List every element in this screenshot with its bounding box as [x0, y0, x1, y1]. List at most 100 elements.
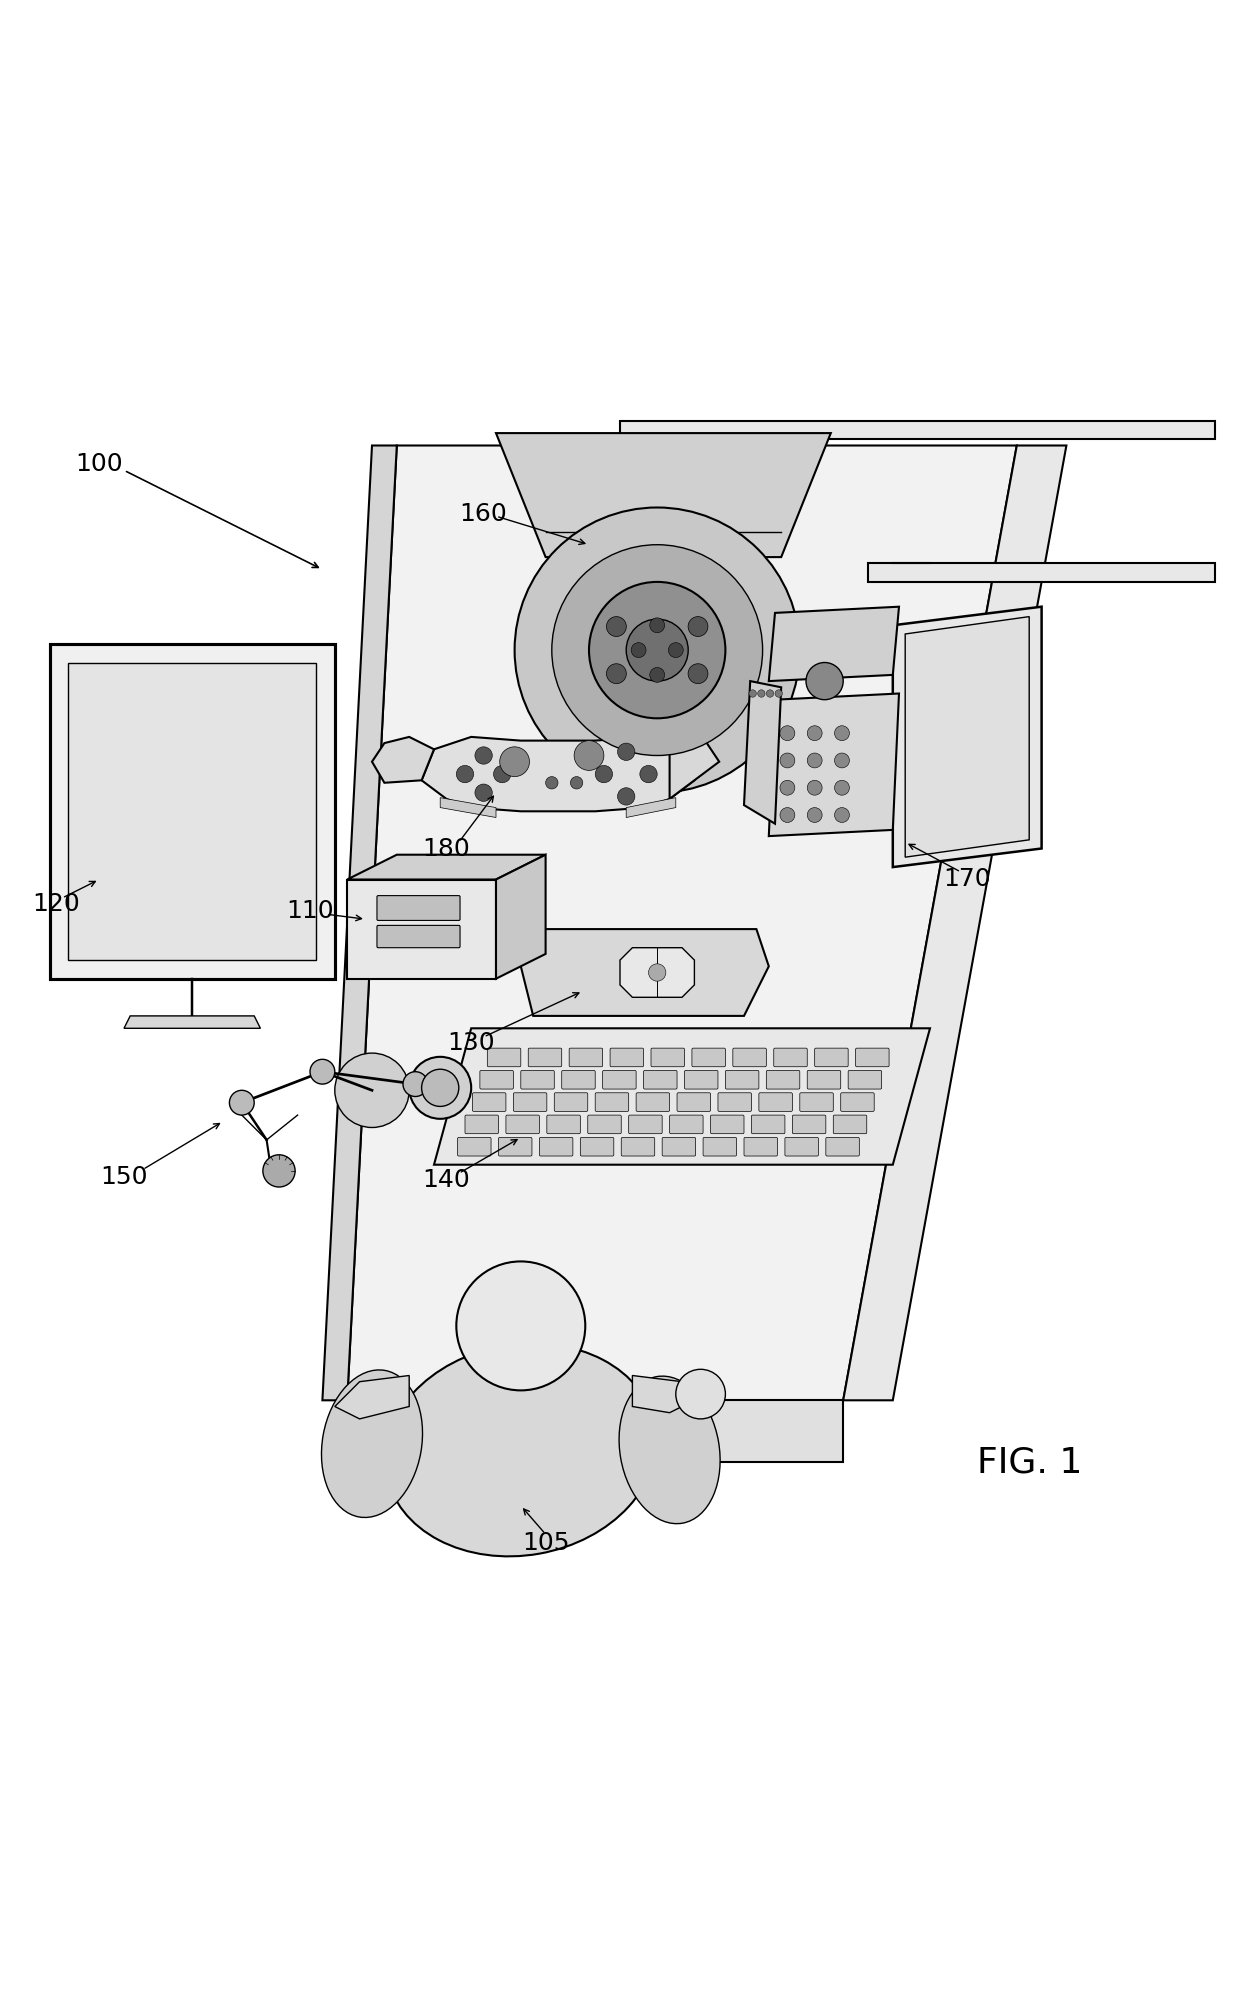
FancyBboxPatch shape	[472, 1092, 506, 1112]
Polygon shape	[769, 694, 899, 837]
Circle shape	[409, 1058, 471, 1118]
Polygon shape	[905, 616, 1029, 857]
FancyBboxPatch shape	[725, 1070, 759, 1090]
Polygon shape	[124, 1016, 260, 1028]
FancyBboxPatch shape	[807, 1070, 841, 1090]
Circle shape	[807, 807, 822, 823]
FancyBboxPatch shape	[759, 1092, 792, 1112]
Polygon shape	[843, 446, 1066, 1401]
Text: 100: 100	[76, 452, 123, 476]
Polygon shape	[670, 737, 719, 799]
Circle shape	[494, 765, 511, 783]
FancyBboxPatch shape	[651, 1048, 684, 1068]
Circle shape	[310, 1060, 335, 1084]
Polygon shape	[322, 446, 397, 1401]
FancyBboxPatch shape	[744, 1138, 777, 1156]
FancyBboxPatch shape	[480, 1070, 513, 1090]
Circle shape	[500, 747, 529, 777]
Text: 120: 120	[32, 893, 79, 917]
Text: 110: 110	[286, 899, 334, 923]
FancyBboxPatch shape	[833, 1116, 867, 1134]
Circle shape	[475, 785, 492, 801]
FancyBboxPatch shape	[670, 1116, 703, 1134]
Circle shape	[606, 664, 626, 684]
Polygon shape	[347, 446, 1017, 1401]
Polygon shape	[868, 564, 1215, 582]
Circle shape	[335, 1054, 409, 1128]
Polygon shape	[347, 1401, 843, 1463]
Circle shape	[807, 727, 822, 741]
Circle shape	[780, 807, 795, 823]
FancyBboxPatch shape	[554, 1092, 588, 1112]
Circle shape	[758, 690, 765, 696]
Circle shape	[807, 753, 822, 769]
Text: 180: 180	[423, 837, 470, 861]
FancyBboxPatch shape	[751, 1116, 785, 1134]
Circle shape	[589, 582, 725, 719]
Circle shape	[475, 747, 492, 765]
Circle shape	[780, 727, 795, 741]
Polygon shape	[496, 855, 546, 979]
Circle shape	[422, 1070, 459, 1106]
Polygon shape	[422, 737, 694, 811]
Polygon shape	[620, 947, 694, 997]
Circle shape	[456, 1262, 585, 1391]
Circle shape	[806, 662, 843, 700]
FancyBboxPatch shape	[521, 1070, 554, 1090]
Circle shape	[552, 544, 763, 755]
Circle shape	[688, 616, 708, 636]
FancyBboxPatch shape	[848, 1070, 882, 1090]
Text: 160: 160	[460, 502, 507, 526]
FancyBboxPatch shape	[487, 1048, 521, 1068]
FancyBboxPatch shape	[377, 925, 460, 947]
Text: 105: 105	[522, 1531, 569, 1555]
FancyBboxPatch shape	[513, 1092, 547, 1112]
Circle shape	[688, 664, 708, 684]
Polygon shape	[626, 797, 676, 817]
Circle shape	[775, 690, 782, 696]
FancyBboxPatch shape	[703, 1138, 737, 1156]
Circle shape	[570, 777, 583, 789]
FancyBboxPatch shape	[792, 1116, 826, 1134]
Circle shape	[835, 727, 849, 741]
FancyBboxPatch shape	[528, 1048, 562, 1068]
Polygon shape	[50, 644, 335, 979]
FancyBboxPatch shape	[644, 1070, 677, 1090]
Circle shape	[515, 508, 800, 793]
Circle shape	[749, 690, 756, 696]
Circle shape	[807, 781, 822, 795]
Polygon shape	[769, 606, 899, 680]
Text: 140: 140	[423, 1168, 470, 1192]
Circle shape	[631, 642, 646, 658]
Polygon shape	[347, 879, 496, 979]
Polygon shape	[893, 606, 1042, 867]
Circle shape	[595, 765, 613, 783]
FancyBboxPatch shape	[465, 1116, 498, 1134]
FancyBboxPatch shape	[774, 1048, 807, 1068]
FancyBboxPatch shape	[539, 1138, 573, 1156]
Text: 150: 150	[100, 1166, 148, 1188]
Polygon shape	[434, 1028, 930, 1164]
Circle shape	[456, 765, 474, 783]
Circle shape	[546, 777, 558, 789]
Polygon shape	[68, 662, 316, 959]
FancyBboxPatch shape	[826, 1138, 859, 1156]
Circle shape	[403, 1072, 428, 1096]
Polygon shape	[521, 929, 769, 1016]
FancyBboxPatch shape	[588, 1116, 621, 1134]
FancyBboxPatch shape	[621, 1138, 655, 1156]
Circle shape	[676, 1369, 725, 1419]
Circle shape	[606, 616, 626, 636]
Circle shape	[650, 618, 665, 632]
Circle shape	[229, 1090, 254, 1116]
Ellipse shape	[321, 1371, 423, 1517]
Circle shape	[835, 753, 849, 769]
FancyBboxPatch shape	[547, 1116, 580, 1134]
Text: 130: 130	[448, 1032, 495, 1056]
FancyBboxPatch shape	[603, 1070, 636, 1090]
Circle shape	[263, 1154, 295, 1186]
Polygon shape	[620, 421, 1215, 440]
Circle shape	[618, 787, 635, 805]
Text: 170: 170	[944, 867, 991, 891]
Circle shape	[618, 743, 635, 761]
